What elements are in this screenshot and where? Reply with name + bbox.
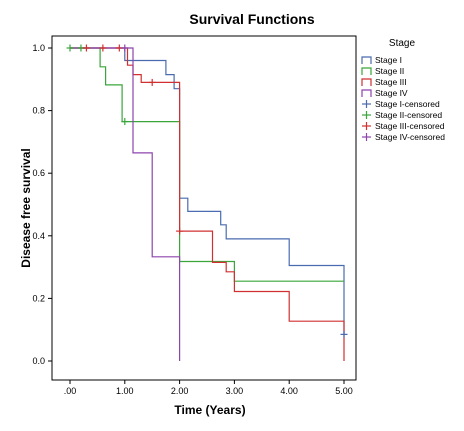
x-tick-label: 5.00 <box>335 386 353 396</box>
legend-item-stage-ii: Stage II <box>361 66 404 76</box>
legend-swatch <box>361 89 372 97</box>
legend-label: Stage IV <box>375 88 408 98</box>
x-axis-label: Time (Years) <box>174 403 245 417</box>
y-tick-label: 0.2 <box>32 293 45 303</box>
x-tick-label: 4.00 <box>280 386 298 396</box>
censor-layer <box>66 44 348 338</box>
censor-mark-stage-i-censored <box>340 330 348 338</box>
legend-label: Stage II-censored <box>375 110 442 120</box>
legend-label: Stage II <box>375 66 404 76</box>
legend-label: Stage I-censored <box>375 99 440 109</box>
censor-mark-stage-iii-censored <box>82 44 90 52</box>
legend-label: Stage I <box>375 55 402 65</box>
chart-title: Survival Functions <box>189 11 314 27</box>
legend-item-stage-i: Stage I <box>361 55 402 65</box>
series-line-stage-i <box>70 47 345 335</box>
legend-title: Stage <box>389 38 416 49</box>
plot-frame <box>51 35 357 381</box>
series-line-stage-iii <box>70 47 345 361</box>
legend-item-stage-iii: Stage III <box>361 77 407 87</box>
censor-mark-stage-ii-censored <box>121 118 129 126</box>
y-tick-label: 0.0 <box>32 356 45 366</box>
censor-mark-stage-iii-censored <box>148 78 156 86</box>
y-tick-label: 1.0 <box>32 43 45 53</box>
y-axis-label: Disease free survival <box>19 148 33 267</box>
x-tick-label: 2.00 <box>171 386 189 396</box>
legend-swatch <box>361 78 372 86</box>
series-line-stage-iv <box>70 47 181 361</box>
legend-item-stage-iv-censored: Stage IV-censored <box>362 132 445 142</box>
y-axis: 0.0 0.2 0.4 0.6 0.8 1.0 <box>32 43 52 366</box>
censor-mark-stage-iv-censored <box>121 44 129 52</box>
legend-label: Stage III <box>375 77 407 87</box>
legend-item-stage-ii-censored: Stage II-censored <box>362 110 442 120</box>
x-tick-label: .00 <box>64 386 77 396</box>
y-tick-label: 0.4 <box>32 231 45 241</box>
x-tick-label: 3.00 <box>226 386 244 396</box>
censor-mark-stage-ii-censored <box>66 44 74 52</box>
legend-label: Stage IV-censored <box>375 132 445 142</box>
series-line-stage-ii <box>70 47 344 282</box>
censor-mark-stage-iii-censored <box>176 227 184 235</box>
x-tick-label: 1.00 <box>116 386 134 396</box>
legend-label: Stage III-censored <box>375 121 445 131</box>
x-axis: .00 1.00 2.00 3.00 4.00 5.00 <box>64 380 353 396</box>
legend-swatch <box>361 67 372 75</box>
legend-item-stage-i-censored: Stage I-censored <box>362 99 440 109</box>
y-tick-label: 0.8 <box>32 106 45 116</box>
censor-mark-stage-iii-censored <box>99 44 107 52</box>
y-tick-label: 0.6 <box>32 168 45 178</box>
legend-item-stage-iv: Stage IV <box>361 88 408 98</box>
series-layer <box>70 47 345 361</box>
legend-swatch <box>361 56 372 64</box>
legend-item-stage-iii-censored: Stage III-censored <box>362 121 445 131</box>
